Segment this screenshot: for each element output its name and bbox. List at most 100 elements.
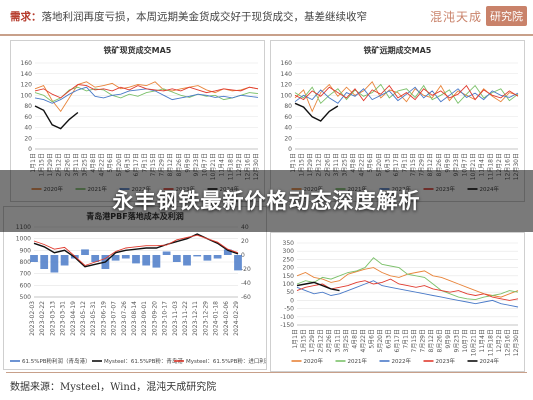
x-tick-label: 10月21日	[210, 153, 217, 180]
chart-pbf-cost-profit: 青岛港PBF落地成本及利润50060070080090010001100-60-…	[3, 206, 267, 370]
x-tick-label: 7月1日	[403, 329, 410, 349]
x-tick-label: 12月30日	[253, 153, 260, 180]
series-line	[296, 278, 519, 301]
y-tick-label: 100	[21, 92, 33, 99]
x-tick-label: 11月4日	[479, 329, 486, 352]
profit-bar	[183, 255, 191, 266]
x-tick-label: 6月3日	[386, 329, 393, 349]
profit-bar	[60, 255, 69, 266]
x-tick-label: 12月16日	[505, 329, 512, 356]
profit-bar	[91, 255, 100, 262]
y-tick-label: 20	[24, 135, 32, 142]
x-tick-label: 2月12日	[318, 329, 325, 352]
x-tick-label: 3月11日	[333, 153, 340, 176]
y-tick-label: 500	[20, 294, 32, 301]
x-tick-label: 2月12日	[56, 153, 63, 176]
x-tick-label: 11月18日	[488, 329, 495, 356]
x-tick-label: 12月30日	[513, 153, 520, 180]
y-tick-label: 1000	[16, 236, 31, 243]
x-tick-label: 7月15日	[150, 153, 157, 176]
x-tick-label: 11月4日	[219, 153, 226, 176]
x-tick-label: 8月26日	[436, 153, 443, 176]
legend-label: Mysteel：61.5%PB粉：青岛港	[104, 357, 183, 365]
y-tick-label: 120	[21, 82, 33, 89]
x-tick-label: 2023-11-22	[182, 301, 189, 336]
x-tick-label: 6月17日	[393, 153, 400, 176]
y-tick-label: 0	[28, 146, 32, 153]
x-tick-label: 2024-01-18	[213, 301, 220, 336]
y-tick-label: 800	[20, 259, 32, 266]
header-label: 需求：	[10, 11, 42, 23]
series-line	[34, 84, 259, 99]
x-tick-label: 11月18日	[487, 153, 494, 180]
header-bar: 需求：落地利润再度亏损，本周远期美金货成交好于现货成交，基差继续收窄 混沌天成 …	[0, 0, 533, 36]
x-tick-label: 4月8日	[90, 153, 97, 173]
y-tick-label: 20	[284, 135, 292, 142]
x-tick-label: 4月8日	[352, 329, 359, 349]
x-tick-label: 2023-12-29	[202, 301, 209, 336]
y-tick-label: 100	[283, 281, 295, 288]
y-tick-label: -150	[280, 322, 294, 329]
overlay-band	[0, 170, 533, 232]
y2-tick-label: 0	[241, 252, 245, 259]
x-tick-label: 7月29日	[419, 153, 426, 176]
overlay-title: 永丰钢铁最新价格动态深度解析	[112, 189, 421, 213]
profit-bar	[50, 255, 59, 273]
x-tick-label: 9月23日	[193, 153, 200, 176]
x-tick-label: 2月26日	[324, 153, 331, 176]
x-tick-label: 1月29日	[47, 153, 54, 176]
series-line	[296, 281, 340, 292]
y-tick-label: 0	[290, 297, 294, 304]
y-tick-label: 40	[284, 125, 292, 132]
x-tick-label: 2月26日	[64, 153, 71, 176]
chart-basis: 铁矿主力基差-150-100-500501001502002503003501月…	[270, 232, 525, 372]
x-tick-label: 5月20日	[377, 329, 384, 352]
x-tick-label: 3月25日	[341, 153, 348, 176]
x-tick-label: 2023-08-14	[131, 301, 138, 336]
x-tick-label: 2023-10-17	[162, 301, 169, 336]
x-tick-label: 1月15日	[299, 153, 306, 176]
y2-tick-label: -60	[241, 294, 251, 301]
x-tick-label: 2023-03-31	[60, 301, 67, 336]
y-tick-label: 80	[284, 103, 292, 110]
x-tick-label: 12月2日	[236, 153, 243, 176]
x-tick-label: 2023-09-01	[141, 301, 148, 336]
y-tick-label: 100	[281, 92, 293, 99]
x-tick-label: 1月1日	[292, 329, 299, 349]
chart-title: 铁矿现货成交MA5	[104, 45, 172, 55]
y-tick-label: 300	[283, 248, 295, 255]
profit-bar	[81, 249, 89, 255]
x-tick-label: 2023-12-11	[192, 301, 199, 336]
x-tick-label: 8月12日	[427, 153, 434, 176]
x-tick-label: 9月9日	[445, 329, 452, 349]
legend-label: 2021年	[348, 357, 368, 365]
y-tick-label: 50	[286, 289, 294, 296]
y-tick-label: -100	[280, 314, 294, 321]
x-tick-label: 10月7日	[462, 329, 469, 352]
x-tick-label: 4月22日	[359, 153, 366, 176]
legend-label: 2023年	[436, 357, 456, 365]
x-tick-label: 2023-11-03	[172, 301, 179, 336]
x-tick-label: 6月17日	[394, 329, 401, 352]
x-tick-label: 5月6日	[367, 153, 374, 173]
x-tick-label: 5月6日	[107, 153, 114, 173]
series-line	[294, 81, 519, 113]
footer-divider	[6, 372, 527, 373]
x-tick-label: 3月25日	[81, 153, 88, 176]
x-tick-label: 3月11日	[335, 329, 342, 352]
series-line	[296, 280, 519, 308]
series-line	[34, 105, 79, 130]
header-summary: 落地利润再度亏损，本周远期美金货成交好于现货成交，基差继续收窄	[41, 11, 368, 23]
y2-tick-label: -20	[241, 266, 251, 273]
y-tick-label: 900	[20, 247, 32, 254]
x-tick-label: 12月16日	[504, 153, 511, 180]
profit-bar	[40, 255, 49, 269]
x-tick-label: 1月1日	[30, 153, 37, 173]
x-tick-label: 2月12日	[316, 153, 323, 176]
y-tick-label: 160	[21, 60, 33, 67]
y-tick-label: 140	[281, 71, 293, 78]
x-tick-label: 7月15日	[411, 329, 418, 352]
x-tick-label: 8月12日	[428, 329, 435, 352]
x-tick-label: 1月29日	[309, 329, 316, 352]
legend-label: 2024年	[480, 357, 500, 365]
